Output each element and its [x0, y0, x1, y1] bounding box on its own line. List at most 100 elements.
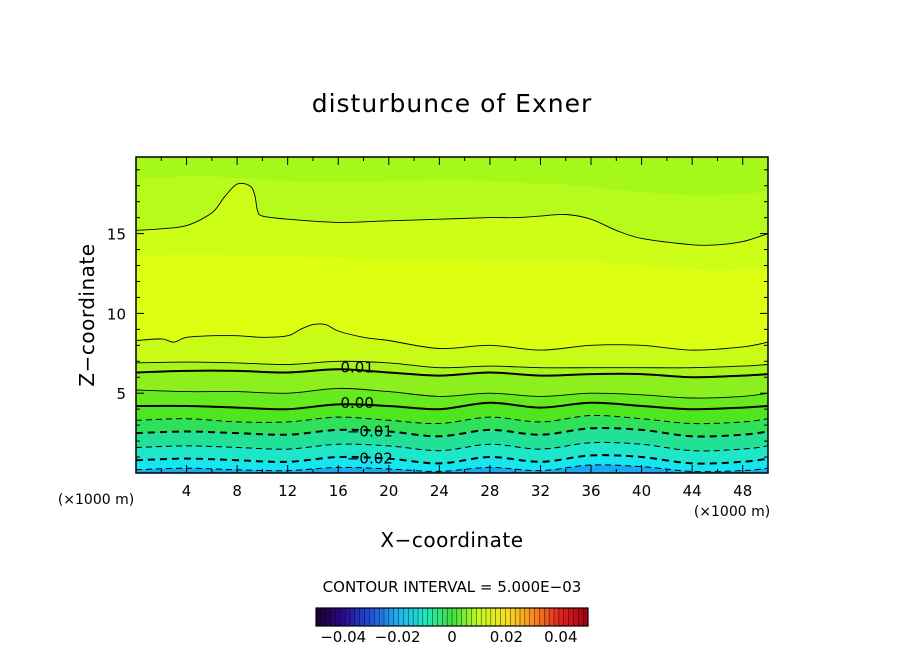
- contour-lines: [136, 182, 768, 473]
- colorbar-cell-35: [485, 607, 492, 627]
- colorbar-cell-18: [403, 607, 409, 627]
- x-tick-label-28: 28: [480, 482, 499, 500]
- colorbar-cell-31: [466, 607, 472, 627]
- colorbar-cell-10: [364, 607, 370, 627]
- x-axis-label: X−coordinate: [380, 528, 523, 552]
- colorbar-cell-50: [558, 607, 565, 627]
- colorbar-cell-15: [388, 607, 395, 627]
- contour-line-7: [136, 427, 768, 438]
- colorbar-cell-53: [573, 607, 579, 627]
- colorbar-cell-29: [456, 607, 463, 627]
- colorbar-cell-14: [383, 607, 390, 627]
- colorbar-cell-43: [524, 607, 531, 627]
- colorbar-cell-11: [369, 607, 375, 627]
- contour-line-2: [136, 360, 768, 369]
- contour-line-0: [136, 182, 768, 246]
- y-tick-label-15: 15: [107, 226, 126, 244]
- colorbar-cell-37: [495, 607, 502, 627]
- colorbar-cell-41: [514, 607, 521, 627]
- colorbar-cell-46: [539, 607, 545, 627]
- colorbar-cell-42: [519, 607, 526, 627]
- x-tick-label-48: 48: [733, 482, 752, 500]
- colorbar-cell-23: [427, 607, 434, 627]
- x-tick-label-36: 36: [581, 482, 600, 500]
- colorbar-tick-label-3: 0.02: [490, 628, 523, 646]
- contour-line-9: [136, 454, 768, 465]
- colorbar-cell-4: [335, 607, 341, 627]
- x-tick-label-20: 20: [379, 482, 398, 500]
- x-tick-label-12: 12: [278, 482, 297, 500]
- chart-title: disturbunce of Exner: [312, 89, 593, 118]
- colorbar-cell-12: [374, 607, 380, 627]
- colorbar-cell-33: [476, 607, 482, 627]
- colorbar-cell-17: [398, 607, 404, 627]
- colorbar-cell-27: [446, 607, 453, 627]
- contour-interval-label: CONTOUR INTERVAL = 5.000E−03: [323, 578, 582, 596]
- colorbar-tick-label-0: −0.04: [320, 628, 366, 646]
- colorbar-cell-19: [408, 607, 414, 627]
- contour-line-5: [136, 401, 768, 411]
- colorbar-tick-label-4: 0.04: [544, 628, 577, 646]
- x-tick-label-4: 4: [182, 482, 192, 500]
- colorbar-cell-22: [422, 607, 429, 627]
- colorbar-cell-38: [500, 607, 506, 627]
- y-tick-label-5: 5: [116, 385, 126, 403]
- contour-label-0: 0.01: [340, 359, 373, 377]
- colorbar-cell-54: [578, 607, 584, 627]
- colorbar-cell-6: [344, 607, 351, 627]
- x-tick-label-32: 32: [531, 482, 550, 500]
- colorbar-cell-45: [534, 607, 540, 627]
- y-axis-unit: (×1000 m): [58, 492, 134, 508]
- x-tick-label-40: 40: [632, 482, 651, 500]
- contour-line-10: [136, 464, 768, 473]
- contour-line-4: [136, 387, 768, 399]
- colorbar-cell-24: [432, 607, 438, 627]
- colorbar-cell-5: [340, 607, 346, 627]
- y-tick-label-10: 10: [107, 305, 126, 323]
- x-tick-label-44: 44: [683, 482, 702, 500]
- contour-label-1: 0.00: [340, 394, 373, 412]
- colorbar-cell-30: [461, 607, 468, 627]
- colorbar-cell-16: [393, 607, 400, 627]
- colorbar-cell-13: [378, 607, 385, 627]
- colorbar-cell-36: [490, 607, 497, 627]
- colorbar-cell-25: [437, 607, 443, 627]
- contour-label-3: −0.02: [347, 450, 393, 468]
- filled-contours: [136, 157, 768, 473]
- contour-label-2: −0.01: [347, 423, 393, 441]
- colorbar-cell-39: [505, 607, 511, 627]
- plot-frame: [135, 156, 769, 474]
- y-axis-label: Z−coordinate: [75, 243, 99, 386]
- x-axis-unit: (×1000 m): [694, 504, 770, 520]
- colorbar-cell-26: [442, 607, 448, 627]
- contour-line-3: [136, 368, 768, 379]
- colorbar-cell-51: [563, 607, 570, 627]
- colorbar-cell-28: [451, 607, 458, 627]
- colorbar-cell-1: [320, 607, 327, 627]
- colorbar-tick-label-2: 0: [447, 628, 457, 646]
- colorbar-cell-32: [471, 607, 477, 627]
- colorbar-cell-0: [315, 607, 322, 627]
- colorbar-cell-44: [529, 607, 536, 627]
- colorbar-cell-52: [568, 607, 574, 627]
- colorbar-frame: [315, 607, 589, 627]
- contour-line-1: [136, 323, 768, 351]
- contour-line-8: [136, 441, 768, 452]
- colorbar-cell-34: [480, 607, 487, 627]
- colorbar-cell-3: [330, 607, 336, 627]
- contour-labels: 0.01 0.00 −0.01 −0.02: [340, 359, 393, 468]
- colorbar-cell-7: [349, 607, 356, 627]
- x-tick-label-24: 24: [430, 482, 449, 500]
- colorbar-cell-49: [553, 607, 560, 627]
- colorbar-cell-9: [359, 607, 366, 627]
- colorbar-cell-48: [548, 607, 555, 627]
- colorbar-cell-47: [544, 607, 550, 627]
- x-tick-label-16: 16: [329, 482, 348, 500]
- contour-line-6: [136, 414, 768, 425]
- x-tick-label-8: 8: [232, 482, 242, 500]
- colorbar-cell-21: [417, 607, 424, 627]
- colorbar-cell-2: [325, 607, 332, 627]
- colorbar-cell-40: [510, 607, 516, 627]
